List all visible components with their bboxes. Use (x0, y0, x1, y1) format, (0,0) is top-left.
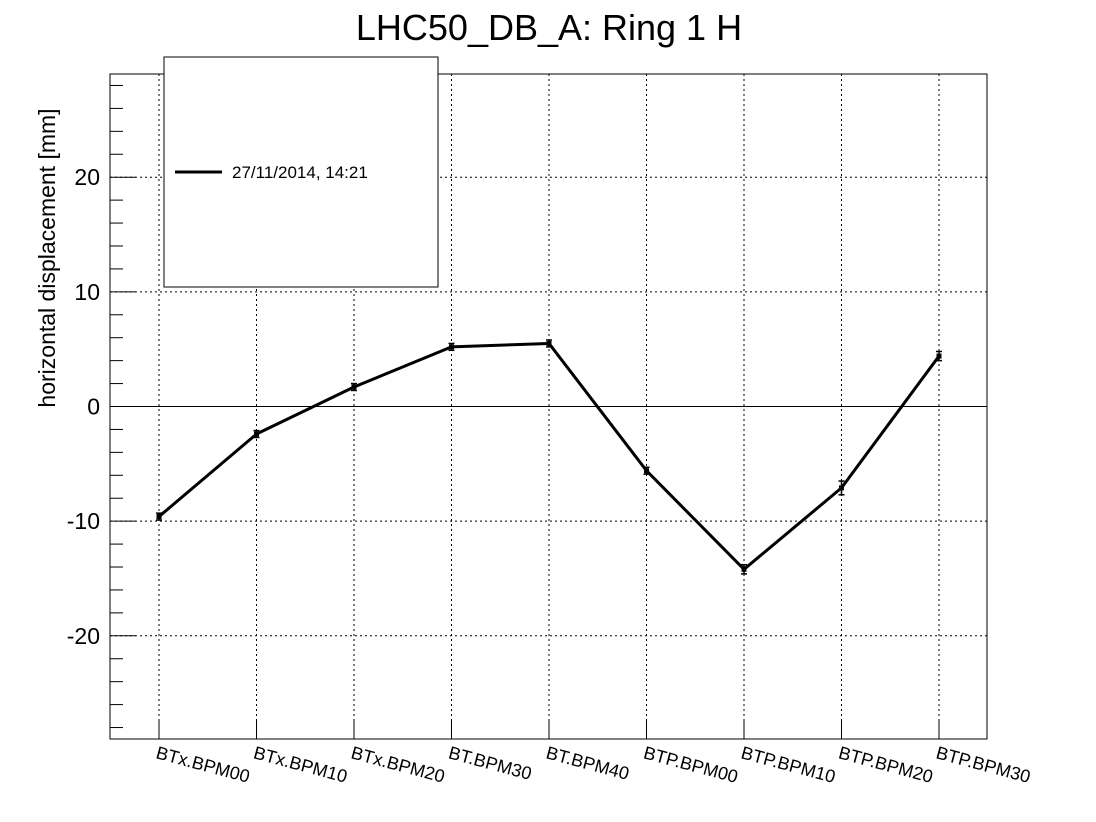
x-tick-label: BT.BPM40 (544, 743, 631, 784)
data-point (839, 485, 844, 491)
x-tick-label: BTx.BPM20 (349, 743, 447, 787)
x-tick-label: BTx.BPM00 (154, 743, 252, 787)
data-series (156, 339, 942, 575)
y-tick-label: -10 (67, 508, 100, 534)
data-point (741, 566, 747, 572)
x-tick-label: BTP.BPM10 (739, 743, 838, 787)
data-point (546, 340, 552, 346)
data-point (449, 344, 454, 350)
x-tick-label: BTP.BPM30 (934, 743, 1033, 787)
legend: 27/11/2014, 14:21 (163, 56, 439, 288)
legend-entry-label: 27/11/2014, 14:21 (232, 163, 368, 182)
data-point (156, 514, 162, 520)
data-point (936, 353, 942, 359)
data-point (351, 384, 357, 390)
y-tick-label: 0 (87, 394, 100, 420)
y-tick-label: 10 (74, 279, 100, 305)
x-tick-label: BT.BPM30 (446, 743, 533, 784)
data-point (644, 468, 649, 474)
x-tick-label: BTP.BPM20 (836, 743, 935, 787)
y-tick-label: -20 (67, 623, 100, 649)
y-tick-label: 20 (74, 164, 100, 190)
data-point (254, 431, 259, 437)
y-axis-label: horizontal displacement [mm] (34, 108, 60, 407)
chart-title: LHC50_DB_A: Ring 1 H (356, 7, 742, 48)
x-tick-label: BTP.BPM00 (641, 743, 740, 787)
x-tick-label: BTx.BPM10 (251, 743, 349, 787)
